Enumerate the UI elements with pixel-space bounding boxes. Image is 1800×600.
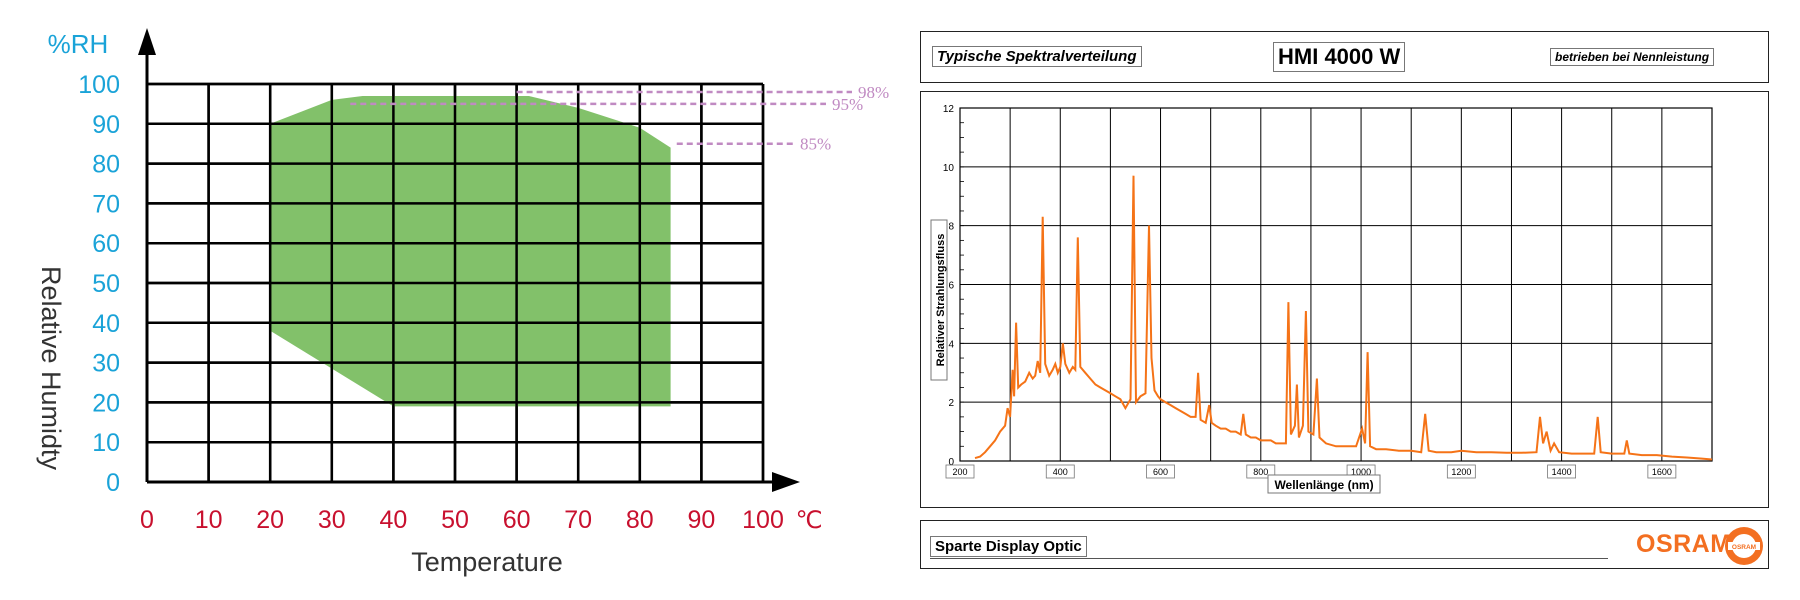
spectrum-gridlines [959,107,1713,462]
operating-condition-label: betrieben bei Nennleistung [1550,48,1715,66]
x-tick-label: 20 [256,506,284,534]
spectrum-x-tick: 600 [1146,464,1175,479]
y-tick-label: 40 [92,310,120,338]
brand-name: OSRAM [1636,530,1732,558]
spectrum-y-tick-label: 8 [948,222,954,233]
spectrum-y-tick-label: 2 [948,398,954,409]
x-tick-label: 100 [742,506,784,534]
y-axis-title: Relative Humidty [36,266,66,471]
y-tick-label: 70 [92,190,120,218]
spectrum-x-tick-box [945,464,975,479]
spectrum-y-tick-labels: 0 2 4 6 8 10 12 [943,104,955,468]
logo-lettering: OSRAM [1732,544,1756,551]
humidity-reference-lines: 98%95% 85% [350,83,889,154]
division-label: Sparte Display Optic [930,536,1087,557]
spectrum-x-tick-labels: 200 400 600 800 1000 1200 1400 1600 [945,464,1677,479]
spectrum-x-tick-label: 600 [1153,467,1168,477]
y-axis-arrow [138,28,156,55]
spectrum-y-tick-label: 12 [943,104,955,115]
spectrum-y-tick-label: 0 [948,457,954,468]
x-unit-label: ℃ [796,506,823,534]
x-axis-arrow [772,472,800,492]
x-tick-label: 40 [379,506,407,534]
x-tick-label: 0 [140,506,154,534]
spectrum-x-tick-box [1647,464,1677,479]
y-tick-label: 20 [92,389,120,417]
x-axis-title: Temperature [411,547,563,577]
chart-frame [920,91,1769,508]
y-tick-label: 80 [92,151,120,179]
spectrum-x-tick-box [1547,464,1576,479]
humidity-reference-label: 85% [800,135,831,154]
chart-title: HMI 4000 W [1273,42,1406,72]
spectrum-x-tick-label: 800 [1253,467,1268,477]
humidity-reference-label: 95% [832,95,863,114]
x-tick-label: 60 [503,506,531,534]
spectrum-x-tick: 400 [1045,464,1075,479]
y-tick-label: 10 [92,429,120,457]
spectrum-x-tick-label: 1600 [1652,467,1672,477]
spectrum-y-tick-label: 6 [948,281,954,292]
spectrum-y-tick-label: 10 [943,163,955,174]
x-tick-labels: 0 10 20 30 40 50 60 70 80 90 100 [140,506,784,534]
y-tick-label: 100 [78,71,120,99]
humidity-reference-label: 98% [858,83,889,102]
spectrum-x-tick-label: 400 [1053,467,1068,477]
spectrum-minor-ticks [960,107,964,462]
spectrum-x-tick-box [1446,464,1476,479]
y-tick-label: 60 [92,230,120,258]
x-tick-label: 70 [564,506,592,534]
spectrum-x-tick-box [1045,464,1075,479]
spectrum-x-axis-title-box: Wellenlänge (nm) [1267,474,1381,494]
osram-logo-icon: OSRAM [1725,527,1763,565]
y-unit-label: %RH [48,29,109,59]
y-tick-labels: 0 10 20 30 40 50 60 70 80 90 100 [78,71,120,497]
x-tick-label: 10 [195,506,223,534]
spectrum-x-tick: 1400 [1547,464,1576,479]
spectrum-y-axis-title: Relativer Strahlungsfluss [935,234,947,367]
spectrum-series-line [974,175,1713,461]
spectrum-x-tick: 200 [945,464,975,479]
spectrum-y-axis-title-box: Relativer Strahlungsfluss [930,219,948,381]
spectrum-x-tick-label: 1200 [1451,467,1471,477]
footer-divider [930,558,1608,559]
spectrum-x-tick: 1600 [1647,464,1677,479]
climate-range-chart: 98%95% 85% 0 10 20 30 40 50 60 70 80 90 100 0 10 20 30… [36,28,889,577]
y-tick-label: 30 [92,350,120,378]
x-tick-label: 30 [318,506,346,534]
y-tick-label: 90 [92,111,120,139]
spectrum-x-tick-label: 1400 [1552,467,1572,477]
spectrum-x-axis-title: Wellenlänge (nm) [1274,478,1373,492]
x-tick-label: 90 [687,506,715,534]
x-tick-label: 80 [626,506,654,534]
y-tick-label: 0 [106,469,120,497]
chart-subtitle-label: Typische Spektralverteilung [932,46,1142,67]
spectrum-x-tick-label: 200 [952,467,967,477]
spectrum-x-tick: 1200 [1446,464,1476,479]
x-tick-label: 50 [441,506,469,534]
spectrum-y-tick-label: 4 [948,339,954,350]
spectrum-x-tick-label: 1000 [1351,467,1371,477]
operating-zone-area [270,95,671,407]
spectrum-x-tick-box [1146,464,1175,479]
y-tick-label: 50 [92,270,120,298]
chart-axes [138,28,800,492]
